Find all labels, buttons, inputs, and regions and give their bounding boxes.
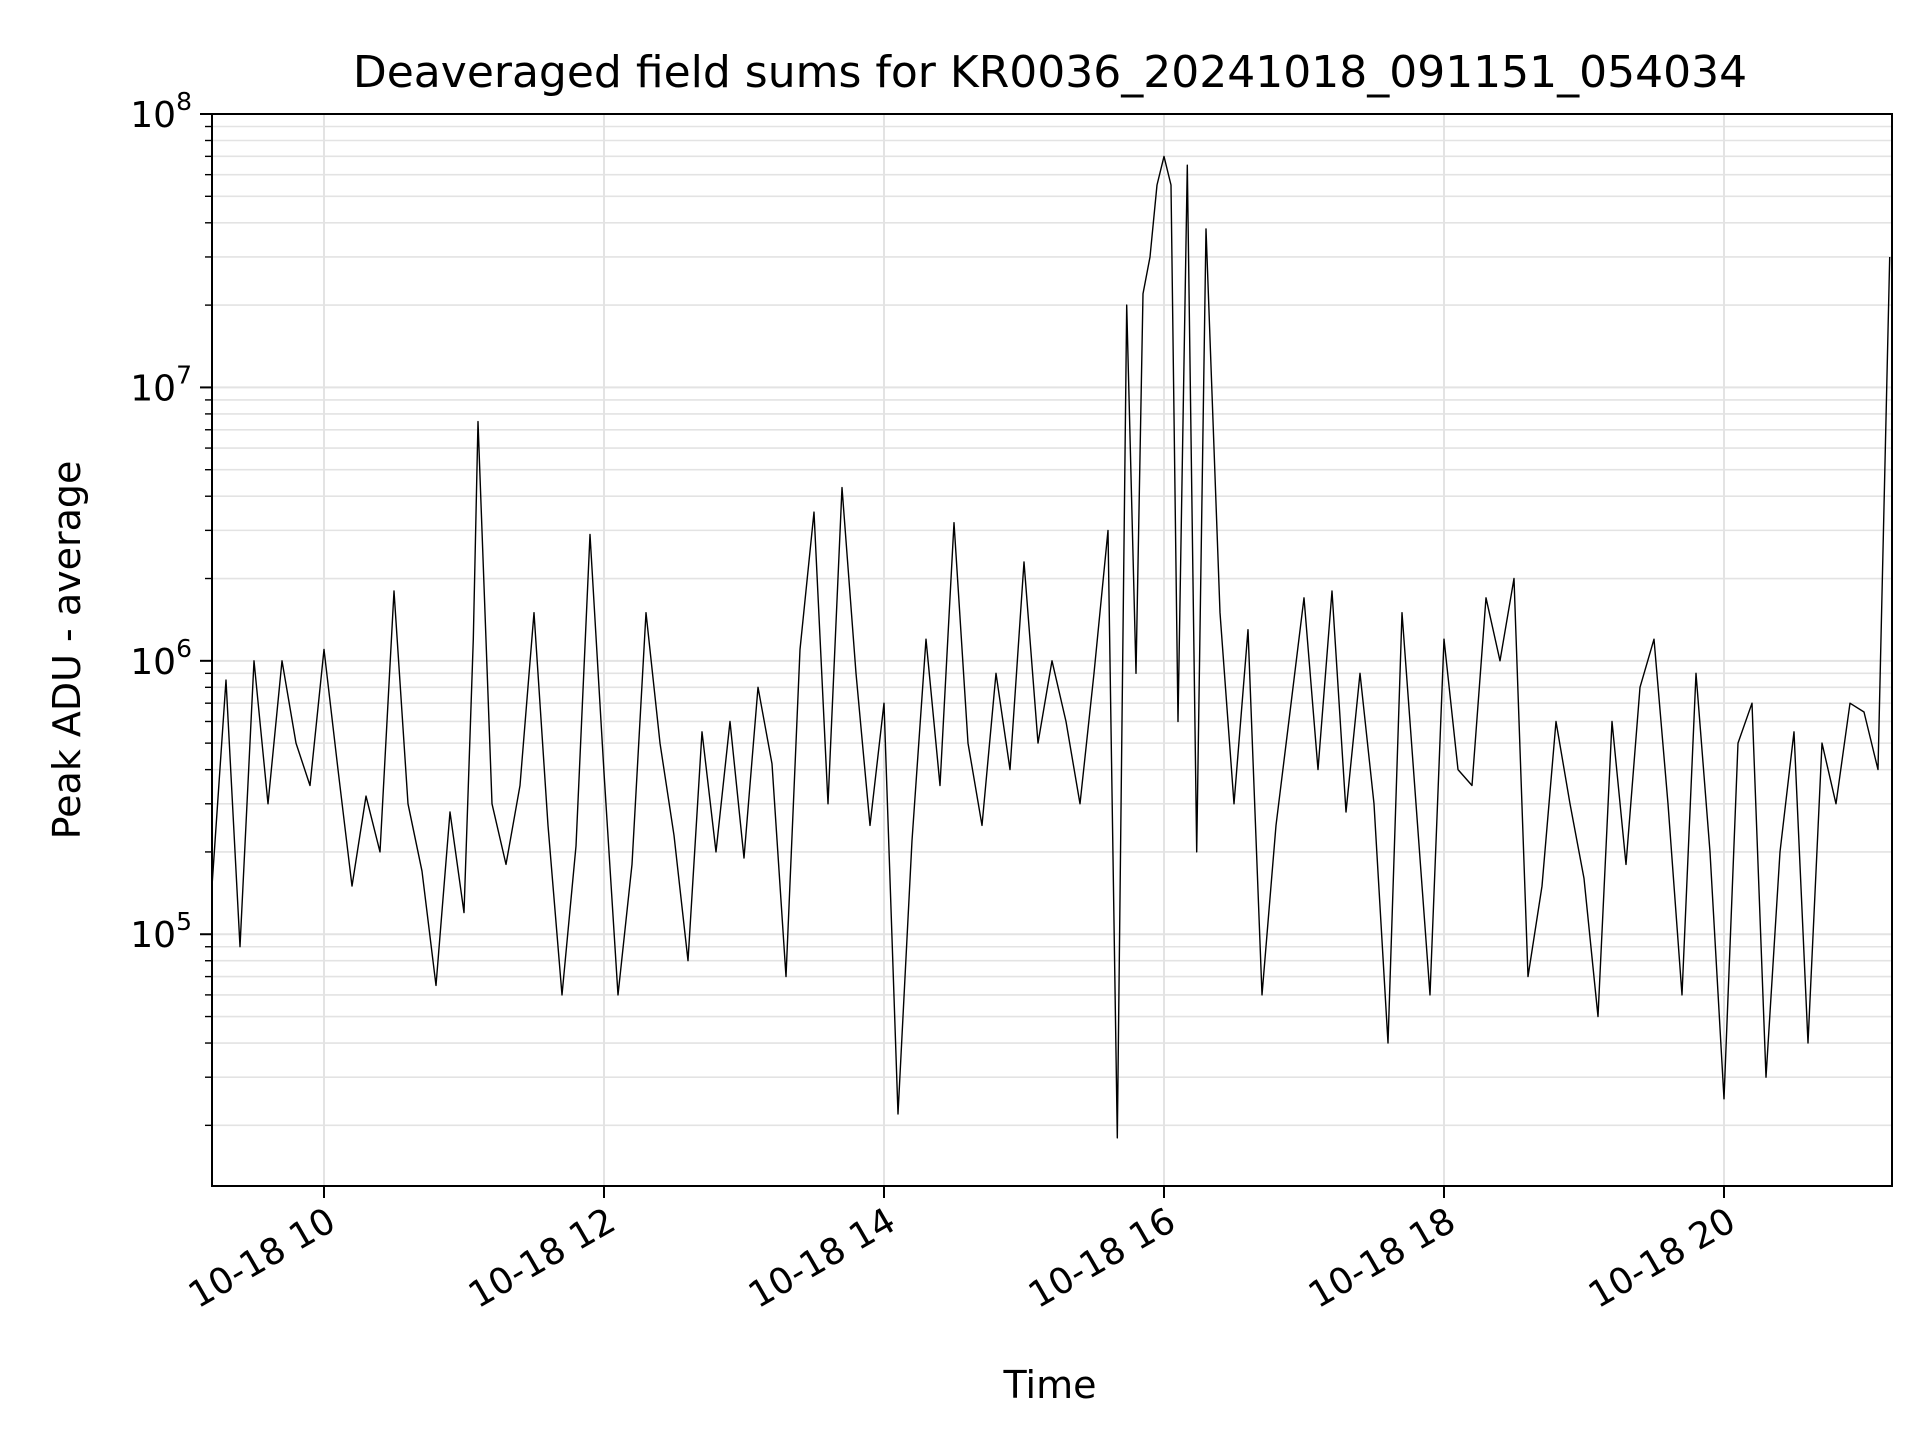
y-axis-label: Peak ADU - average [45,461,89,840]
y-tick-exponent: 6 [176,634,192,663]
y-tick-base: 10 [130,368,176,409]
y-tick-exponent: 8 [176,87,192,116]
y-tick-exponent: 5 [176,907,192,936]
y-tick-label: 106 [130,634,192,683]
x-axis-label: Time [1003,1363,1097,1407]
data-series [211,155,1891,1139]
plot-frame [211,113,1893,1187]
y-tick-label: 108 [130,87,192,136]
y-tick-base: 10 [130,642,176,683]
y-tick-base: 10 [130,915,176,956]
y-tick-label: 107 [130,360,192,409]
chart-title: Deaveraged field sums for KR0036_2024101… [353,47,1747,98]
y-tick-base: 10 [130,95,176,136]
y-tick-exponent: 7 [176,360,192,389]
series-line [211,155,1891,1139]
y-tick-label: 105 [130,907,192,956]
